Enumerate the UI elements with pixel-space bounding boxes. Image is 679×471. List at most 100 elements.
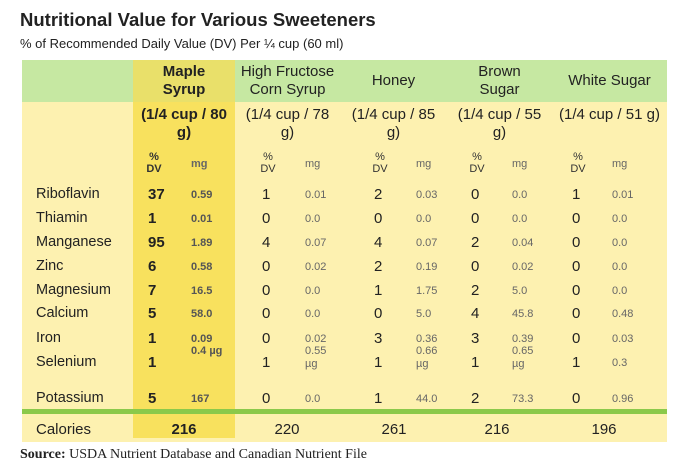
column-header: High Fructose Corn Syrup (240, 63, 335, 98)
percent-dv-value: 2 (471, 234, 480, 251)
mg-value: 1.75 (416, 285, 438, 297)
percent-dv-value: 4 (262, 234, 271, 251)
source-note: Source: USDA Nutrient Database and Canad… (20, 447, 367, 463)
page-subtitle: % of Recommended Daily Value (DV) Per ¼ … (20, 36, 344, 51)
percent-dv-value: 3 (374, 330, 383, 347)
percent-dv-value: 4 (471, 305, 480, 322)
unit-mg: mg (612, 158, 628, 170)
serving-size: (1/4 cup / 80 g) (141, 106, 227, 141)
mg-value: 0.0 (305, 393, 321, 405)
percent-dv-value: 0 (262, 330, 271, 347)
mg-value: 0.04 (512, 237, 534, 249)
header-band (22, 60, 667, 102)
mg-value: 0.55 µg (305, 345, 327, 370)
mg-value: 0.65 µg (512, 345, 534, 370)
percent-dv-value: 95 (148, 234, 165, 251)
percent-dv-value: 0 (374, 210, 383, 227)
nutrient-label: Calcium (36, 305, 89, 321)
mg-value: 0.07 (305, 237, 327, 249)
percent-dv-value: 0 (262, 305, 271, 322)
calories-value: 216 (484, 421, 510, 438)
mg-value: 0.48 (612, 308, 634, 320)
percent-dv-value: 37 (148, 186, 165, 203)
nutrient-label: Magnesium (36, 282, 111, 298)
calories-label: Calories (36, 421, 92, 438)
mg-value: 0.96 (612, 393, 634, 405)
unit-mg: mg (512, 158, 528, 170)
mg-value: 0.07 (416, 237, 438, 249)
percent-dv-value: 0 (572, 330, 581, 347)
nutrient-label: Manganese (36, 234, 112, 250)
mg-value: 5.0 (416, 308, 432, 320)
percent-dv-value: 0 (572, 282, 581, 299)
mg-value: 0.02 (305, 333, 327, 345)
mg-value: 0.0 (416, 213, 432, 225)
percent-dv-value: 0 (572, 210, 581, 227)
mg-value: 0.0 (305, 213, 321, 225)
calories-value: 196 (591, 421, 617, 438)
mg-value: 0.59 (191, 189, 213, 201)
nutrient-label: Zinc (36, 258, 64, 274)
percent-dv-value: 1 (572, 354, 581, 371)
mg-value: 1.89 (191, 237, 213, 249)
mg-value: 0.09 (191, 333, 213, 345)
mg-value: 0.02 (512, 261, 534, 273)
percent-dv-value: 1 (374, 282, 383, 299)
mg-value: 0.01 (191, 213, 213, 225)
mg-value: 73.3 (512, 393, 534, 405)
unit-percent-dv: % DV (469, 151, 485, 175)
page-title: Nutritional Value for Various Sweeteners (20, 9, 376, 30)
percent-dv-value: 0 (262, 210, 271, 227)
mg-value: 0.36 (416, 333, 438, 345)
mg-value: 0.39 (512, 333, 534, 345)
mg-value: 16.5 (191, 285, 213, 297)
calories-value: 261 (381, 421, 407, 438)
unit-mg: mg (416, 158, 432, 170)
mg-value: 0.0 (612, 285, 628, 297)
percent-dv-value: 1 (262, 354, 271, 371)
mg-value: 0.19 (416, 261, 438, 273)
percent-dv-value: 0 (471, 186, 480, 203)
percent-dv-value: 5 (148, 305, 157, 322)
percent-dv-value: 0 (262, 390, 271, 407)
percent-dv-value: 6 (148, 258, 157, 275)
unit-percent-dv: % DV (146, 151, 162, 175)
calories-divider (22, 409, 667, 414)
mg-value: 0.01 (612, 189, 634, 201)
mg-value: 0.0 (612, 213, 628, 225)
percent-dv-value: 0 (374, 305, 383, 322)
calories-value: 216 (171, 421, 197, 438)
mg-value: 58.0 (191, 308, 213, 320)
mg-value: 0.02 (305, 261, 327, 273)
unit-percent-dv: % DV (570, 151, 586, 175)
percent-dv-value: 1 (262, 186, 271, 203)
mg-value: 0.0 (305, 285, 321, 297)
percent-dv-value: 0 (572, 258, 581, 275)
mg-value: 0.03 (612, 333, 634, 345)
mg-value: 5.0 (512, 285, 528, 297)
source-text: USDA Nutrient Database and Canadian Nutr… (69, 447, 367, 462)
column-header: White Sugar (568, 72, 651, 89)
column-header: Maple Syrup (162, 63, 206, 98)
nutrient-label: Riboflavin (36, 186, 100, 202)
mg-value: 167 (191, 393, 210, 405)
maple-syrup-highlight (133, 60, 235, 438)
mg-value: 0.66 µg (416, 345, 438, 370)
unit-mg: mg (305, 158, 321, 170)
mg-value: 0.3 (612, 357, 628, 369)
percent-dv-value: 5 (148, 390, 157, 407)
nutrient-label: Iron (36, 330, 61, 346)
percent-dv-value: 1 (471, 354, 480, 371)
mg-value: 0.4 µg (191, 345, 223, 357)
percent-dv-value: 0 (262, 258, 271, 275)
percent-dv-value: 1 (148, 354, 157, 371)
column-header: Honey (371, 72, 416, 89)
calories-value: 220 (274, 421, 300, 438)
serving-size: (1/4 cup / 55 g) (457, 106, 542, 141)
nutrient-label: Thiamin (36, 210, 88, 226)
percent-dv-value: 2 (374, 258, 383, 275)
percent-dv-value: 3 (471, 330, 480, 347)
source-label: Source: (20, 447, 66, 462)
percent-dv-value: 0 (471, 258, 480, 275)
percent-dv-value: 1 (148, 330, 157, 347)
